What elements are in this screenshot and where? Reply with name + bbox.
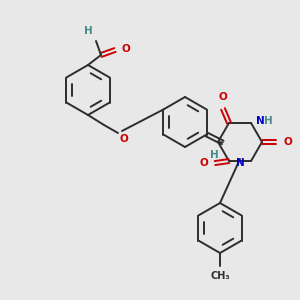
Text: O: O [119,134,128,144]
Text: H: H [210,151,219,160]
Text: H: H [264,116,273,126]
Text: O: O [219,92,227,102]
Text: H: H [84,26,92,36]
Text: O: O [122,44,131,54]
Text: N: N [256,116,265,126]
Text: N: N [236,158,244,168]
Text: CH₃: CH₃ [210,271,230,281]
Text: O: O [199,158,208,168]
Text: O: O [283,137,292,147]
